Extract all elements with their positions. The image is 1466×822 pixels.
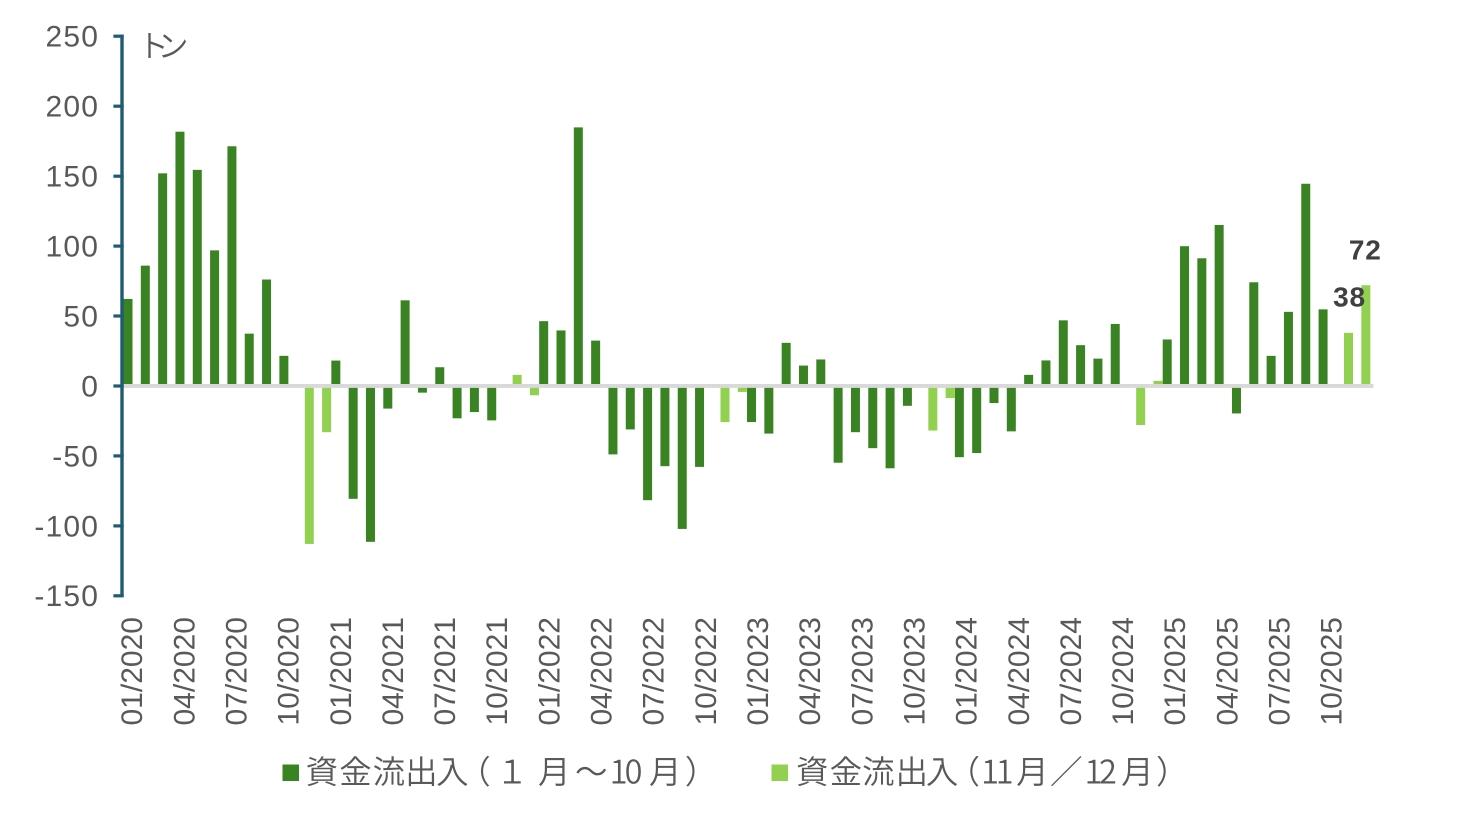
svg-text:-100: -100 [34, 510, 99, 543]
svg-text:04/2021: 04/2021 [377, 617, 410, 725]
svg-text:-50: -50 [52, 440, 99, 473]
svg-text:01/2021: 01/2021 [325, 617, 358, 725]
svg-text:10/2020: 10/2020 [273, 617, 306, 725]
svg-text:01/2022: 01/2022 [533, 617, 566, 725]
svg-text:72: 72 [1349, 235, 1382, 266]
svg-text:10/2021: 10/2021 [481, 617, 514, 725]
svg-text:07/2020: 07/2020 [221, 617, 254, 725]
svg-text:38: 38 [1333, 282, 1366, 313]
svg-text:07/2025: 07/2025 [1264, 617, 1297, 725]
svg-text:07/2021: 07/2021 [429, 617, 462, 725]
svg-text:150: 150 [46, 161, 100, 194]
svg-text:0: 0 [81, 370, 99, 403]
svg-text:200: 200 [46, 91, 100, 124]
svg-text:04/2023: 04/2023 [794, 617, 827, 725]
svg-text:07/2023: 07/2023 [846, 617, 879, 725]
svg-text:04/2020: 04/2020 [168, 617, 201, 725]
svg-text:10/2023: 10/2023 [899, 617, 932, 725]
svg-text:04/2025: 04/2025 [1211, 617, 1244, 725]
svg-text:07/2022: 07/2022 [638, 617, 671, 725]
svg-text:04/2022: 04/2022 [586, 617, 619, 725]
svg-text:10/2025: 10/2025 [1316, 617, 1349, 725]
svg-text:07/2024: 07/2024 [1055, 617, 1088, 725]
svg-text:100: 100 [46, 231, 100, 264]
svg-text:50: 50 [63, 300, 99, 333]
svg-text:01/2025: 01/2025 [1159, 617, 1192, 725]
svg-text:10/2022: 10/2022 [690, 617, 723, 725]
svg-text:04/2024: 04/2024 [1003, 617, 1036, 725]
svg-text:10/2024: 10/2024 [1107, 617, 1140, 725]
svg-text:01/2024: 01/2024 [951, 617, 984, 725]
svg-text:-150: -150 [34, 580, 99, 613]
svg-text:01/2020: 01/2020 [116, 617, 149, 725]
svg-text:01/2023: 01/2023 [742, 617, 775, 725]
svg-text:250: 250 [46, 21, 100, 54]
